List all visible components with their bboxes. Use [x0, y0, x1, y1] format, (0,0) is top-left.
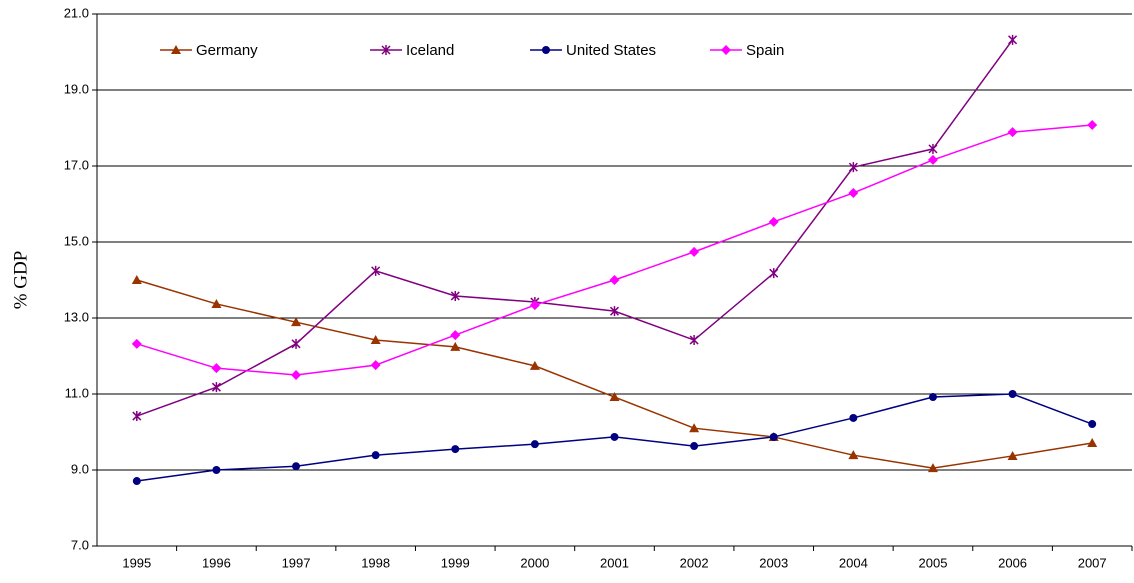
y-tick-label: 7.0: [71, 537, 89, 552]
marker: [610, 432, 619, 441]
y-tick-label: 9.0: [71, 461, 89, 476]
marker: [370, 360, 381, 371]
marker: [212, 466, 221, 474]
marker: [370, 335, 381, 345]
marker: [211, 363, 222, 374]
marker: [689, 246, 700, 257]
x-tick-label: 2006: [998, 555, 1027, 570]
legend-marker: [381, 45, 391, 55]
marker: [689, 335, 699, 346]
legend-text: United States: [566, 42, 656, 59]
x-tick-label: 2000: [520, 555, 549, 570]
x-tick-label: 1998: [361, 555, 390, 570]
marker: [1087, 119, 1098, 130]
x-tick-label: 2005: [919, 555, 948, 570]
x-tick-label: 1997: [282, 555, 311, 570]
marker: [132, 477, 141, 486]
marker: [131, 275, 142, 284]
marker: [769, 432, 778, 441]
marker: [450, 341, 461, 351]
marker: [690, 442, 699, 451]
legend-marker: [171, 45, 181, 54]
marker: [928, 143, 938, 154]
x-tick-label: 2003: [759, 555, 788, 570]
x-tick-label: 2007: [1078, 555, 1107, 570]
marker: [450, 290, 460, 301]
y-tick-label: 11.0: [65, 385, 89, 400]
marker: [530, 440, 539, 449]
marker: [371, 451, 380, 460]
marker: [291, 317, 302, 327]
marker: [768, 216, 779, 227]
x-tick-label: 2004: [839, 555, 868, 570]
marker: [609, 306, 620, 317]
y-tick-label: 21.0: [64, 5, 89, 20]
marker: [1087, 438, 1098, 448]
legend-text: Iceland: [406, 42, 454, 59]
marker: [529, 360, 540, 370]
x-tick-label: 1999: [441, 555, 470, 570]
x-tick-label: 1995: [122, 555, 151, 570]
marker: [291, 338, 301, 349]
x-tick-label: 1996: [202, 555, 231, 570]
marker: [131, 338, 142, 349]
marker: [371, 265, 381, 276]
marker: [849, 413, 858, 422]
legend-marker: [542, 46, 550, 54]
marker: [451, 445, 460, 454]
marker: [689, 423, 700, 433]
marker: [848, 162, 858, 173]
marker: [1008, 34, 1018, 45]
marker: [928, 393, 937, 402]
marker: [1088, 420, 1097, 429]
y-tick-label: 15.0: [64, 233, 89, 248]
marker: [292, 462, 301, 471]
marker: [529, 300, 540, 311]
marker: [609, 392, 620, 402]
marker: [927, 463, 938, 473]
series-line: [136, 124, 1093, 376]
marker: [211, 298, 222, 308]
marker: [132, 411, 142, 422]
marker: [1007, 127, 1018, 138]
legend-text: Germany: [196, 42, 258, 59]
marker: [609, 275, 620, 285]
legend-marker: [721, 45, 731, 55]
marker: [1007, 450, 1018, 460]
y-axis-title: % GDP: [10, 251, 31, 310]
marker: [450, 330, 461, 341]
y-tick-label: 17.0: [64, 157, 89, 172]
y-tick-label: 13.0: [64, 309, 89, 324]
x-tick-label: 2002: [680, 555, 709, 570]
marker: [848, 187, 859, 198]
marker: [291, 370, 302, 380]
marker: [927, 154, 938, 165]
marker: [769, 268, 779, 279]
marker: [848, 450, 859, 460]
x-tick-label: 2001: [600, 555, 629, 570]
marker: [1008, 390, 1017, 398]
series-line: [136, 39, 1014, 417]
y-tick-label: 19.0: [64, 81, 89, 96]
legend-text: Spain: [746, 42, 784, 59]
marker: [211, 382, 221, 393]
